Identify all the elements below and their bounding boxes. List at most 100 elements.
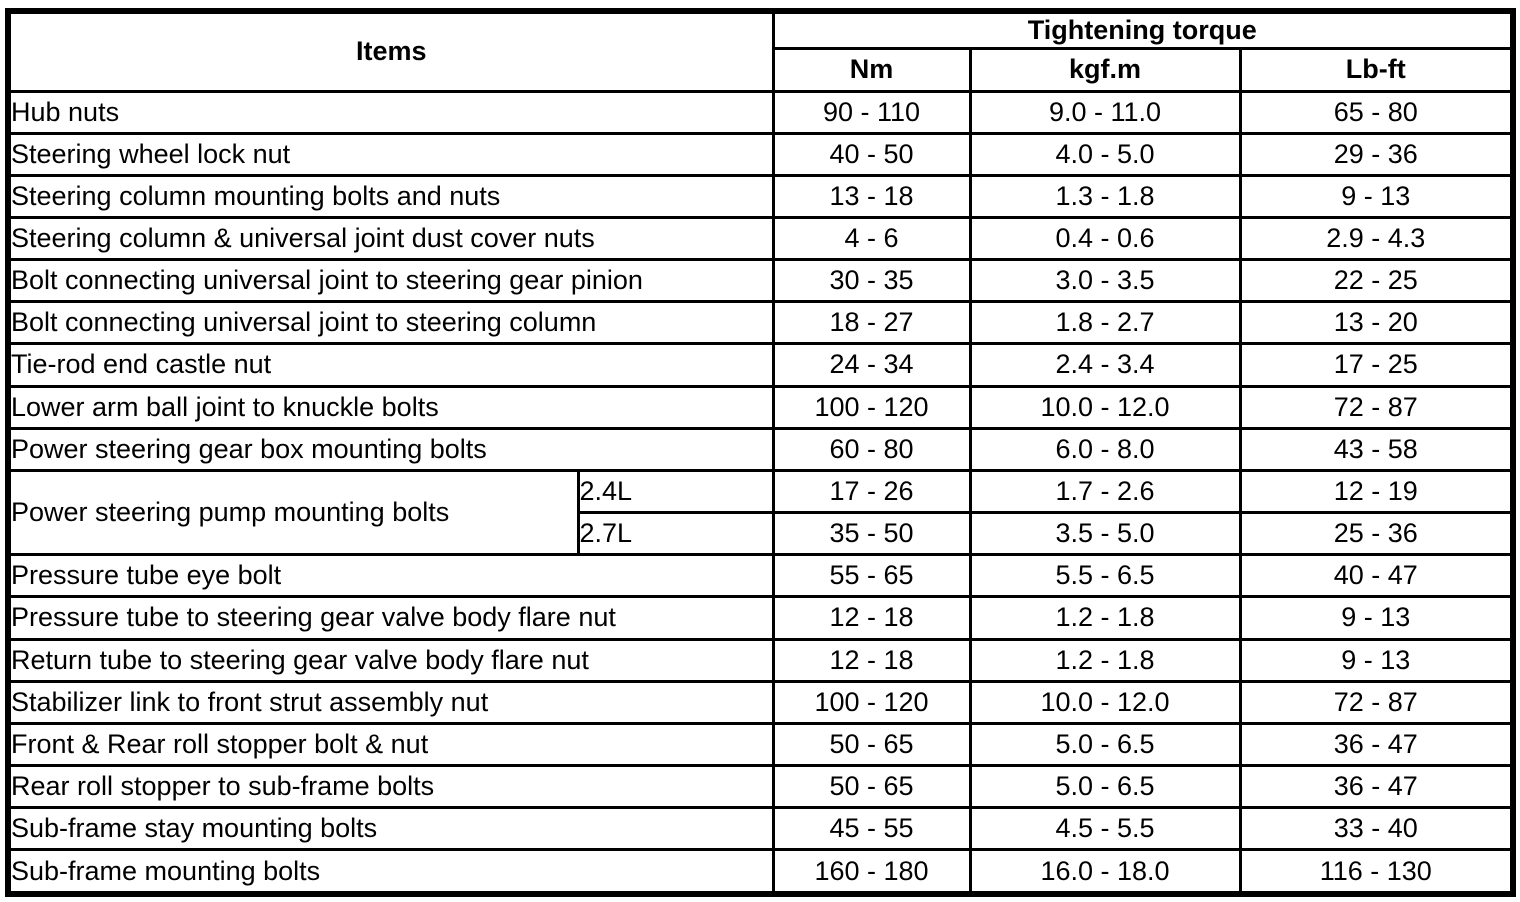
nm-value-cell: 50 - 65 <box>771 721 972 768</box>
nm-value-cell: 17 - 26 <box>771 468 972 515</box>
item-name-cell: Pressure tube to steering gear valve bod… <box>6 595 775 641</box>
table-row: Steering column mounting bolts and nuts … <box>6 173 1515 219</box>
nm-unit-header: Nm <box>771 46 972 93</box>
kgfm-value-cell: 3.0 - 3.5 <box>968 258 1242 304</box>
nm-value-cell: 12 - 18 <box>771 637 972 683</box>
item-name-cell: Steering column mounting bolts and nuts <box>6 173 775 219</box>
table-row: Bolt connecting universal joint to steer… <box>6 258 1515 304</box>
engine-variant-cell: 2.4L <box>576 468 775 515</box>
kgfm-value-cell: 5.5 - 6.5 <box>968 553 1242 599</box>
kgfm-value-cell: 3.5 - 5.0 <box>968 511 1242 557</box>
kgfm-value-cell: 1.2 - 1.8 <box>968 637 1242 683</box>
kgfm-value-cell: 5.0 - 6.5 <box>968 721 1242 768</box>
nm-value-cell: 13 - 18 <box>771 173 972 219</box>
lbft-value-cell: 116 - 130 <box>1238 848 1515 896</box>
table-row: Front & Rear roll stopper bolt & nut 50 … <box>6 721 1515 768</box>
lbft-value-cell: 40 - 47 <box>1238 553 1515 599</box>
table-row: Power steering pump mounting bolts 2.4L … <box>6 468 1515 557</box>
kgfm-value-cell: 10.0 - 12.0 <box>968 679 1242 725</box>
kgfm-value-cell: 1.7 - 2.6 <box>968 468 1242 515</box>
item-name-cell: Steering wheel lock nut <box>6 131 775 177</box>
table-row: Steering wheel lock nut 40 - 50 4.0 - 5.… <box>6 131 1515 177</box>
kgfm-value-cell: 2.4 - 3.4 <box>968 342 1242 388</box>
nm-value-cell: 45 - 55 <box>771 806 972 852</box>
table-row: Pressure tube to steering gear valve bod… <box>6 595 1515 641</box>
kgfm-value-cell: 4.5 - 5.5 <box>968 806 1242 852</box>
table-row: Return tube to steering gear valve body … <box>6 637 1515 683</box>
kgfm-value-cell: 6.0 - 8.0 <box>968 426 1242 472</box>
kgfm-value-cell: 1.2 - 1.8 <box>968 595 1242 641</box>
item-name-cell: Sub-frame mounting bolts <box>6 848 775 896</box>
header-row-group: Items Tightening torque <box>6 9 1515 93</box>
nm-value-cell: 12 - 18 <box>771 595 972 641</box>
nm-value-cell: 160 - 180 <box>771 848 972 896</box>
item-name-cell: Lower arm ball joint to knuckle bolts <box>6 384 775 430</box>
item-name-cell: Bolt connecting universal joint to steer… <box>6 300 775 346</box>
nm-value-cell: 100 - 120 <box>771 384 972 430</box>
lbft-value-cell: 72 - 87 <box>1238 384 1515 430</box>
tightening-torque-header: Tightening torque <box>771 9 1515 50</box>
nm-value-cell: 35 - 50 <box>771 511 972 557</box>
lbft-value-cell: 43 - 58 <box>1238 426 1515 472</box>
kgfm-value-cell: 1.3 - 1.8 <box>968 173 1242 219</box>
lbft-value-cell: 9 - 13 <box>1238 173 1515 219</box>
nm-value-cell: 4 - 6 <box>771 215 972 262</box>
nm-value-cell: 100 - 120 <box>771 679 972 725</box>
item-name-cell: Stabilizer link to front strut assembly … <box>6 679 775 725</box>
lbft-value-cell: 9 - 13 <box>1238 637 1515 683</box>
lbft-value-cell: 72 - 87 <box>1238 679 1515 725</box>
kgfm-value-cell: 4.0 - 5.0 <box>968 131 1242 177</box>
item-name-cell: Return tube to steering gear valve body … <box>6 637 775 683</box>
table-row: Bolt connecting universal joint to steer… <box>6 300 1515 346</box>
lbft-value-cell: 12 - 19 <box>1238 468 1515 515</box>
table-row: Sub-frame stay mounting bolts 45 - 55 4.… <box>6 806 1515 852</box>
table-row: Rear roll stopper to sub-frame bolts 50 … <box>6 763 1515 810</box>
kgfm-value-cell: 1.8 - 2.7 <box>968 300 1242 346</box>
nm-value-cell: 50 - 65 <box>771 763 972 810</box>
table-row: Power steering gear box mounting bolts 6… <box>6 426 1515 472</box>
lbft-value-cell: 25 - 36 <box>1238 511 1515 557</box>
lbft-value-cell: 2.9 - 4.3 <box>1238 215 1515 262</box>
item-name-cell: Pressure tube eye bolt <box>6 553 775 599</box>
lbft-value-cell: 36 - 47 <box>1238 763 1515 810</box>
nm-value-cell: 90 - 110 <box>771 89 972 135</box>
nm-value-cell: 60 - 80 <box>771 426 972 472</box>
kgfm-value-cell: 5.0 - 6.5 <box>968 763 1242 810</box>
nm-value-cell: 30 - 35 <box>771 258 972 304</box>
lbft-value-cell: 33 - 40 <box>1238 806 1515 852</box>
items-header: Items <box>6 9 775 93</box>
table-row: Sub-frame mounting bolts 160 - 180 16.0 … <box>6 848 1515 896</box>
kgfm-value-cell: 16.0 - 18.0 <box>968 848 1242 896</box>
item-name-cell: Power steering gear box mounting bolts <box>6 426 775 472</box>
kgfm-unit-header: kgf.m <box>968 46 1242 93</box>
item-name-cell: Steering column & universal joint dust c… <box>6 215 775 262</box>
item-name-cell: Rear roll stopper to sub-frame bolts <box>6 763 775 810</box>
lbft-value-cell: 29 - 36 <box>1238 131 1515 177</box>
lbft-value-cell: 22 - 25 <box>1238 258 1515 304</box>
item-name-cell: Bolt connecting universal joint to steer… <box>6 258 775 304</box>
kgfm-value-cell: 0.4 - 0.6 <box>968 215 1242 262</box>
engine-variant-cell: 2.7L <box>576 511 775 557</box>
lbft-value-cell: 36 - 47 <box>1238 721 1515 768</box>
table-row: 2.7L 35 - 50 3.5 - 5.0 25 - 36 <box>8 511 1515 557</box>
table-row: Stabilizer link to front strut assembly … <box>6 679 1515 725</box>
torque-spec-table: Items Tightening torque Nm kgf.m Lb-ft H… <box>5 8 1517 897</box>
kgfm-value-cell: 10.0 - 12.0 <box>968 384 1242 430</box>
lbft-value-cell: 13 - 20 <box>1238 300 1515 346</box>
table-row: Pressure tube eye bolt 55 - 65 5.5 - 6.5… <box>6 553 1515 599</box>
nm-value-cell: 40 - 50 <box>771 131 972 177</box>
nm-value-cell: 24 - 34 <box>771 342 972 388</box>
item-name-cell: Sub-frame stay mounting bolts <box>6 806 775 852</box>
table-row: Tie-rod end castle nut 24 - 34 2.4 - 3.4… <box>6 342 1515 388</box>
nm-value-cell: 18 - 27 <box>771 300 972 346</box>
item-name-cell: Tie-rod end castle nut <box>6 342 775 388</box>
nm-value-cell: 55 - 65 <box>771 553 972 599</box>
lbft-value-cell: 17 - 25 <box>1238 342 1515 388</box>
header-row-units: Nm kgf.m Lb-ft <box>8 46 1515 93</box>
kgfm-value-cell: 9.0 - 11.0 <box>968 89 1242 135</box>
lbft-value-cell: 9 - 13 <box>1238 595 1515 641</box>
item-name-cell: Hub nuts <box>6 89 775 135</box>
table-row: Lower arm ball joint to knuckle bolts 10… <box>6 384 1515 430</box>
lbft-value-cell: 65 - 80 <box>1238 89 1515 135</box>
